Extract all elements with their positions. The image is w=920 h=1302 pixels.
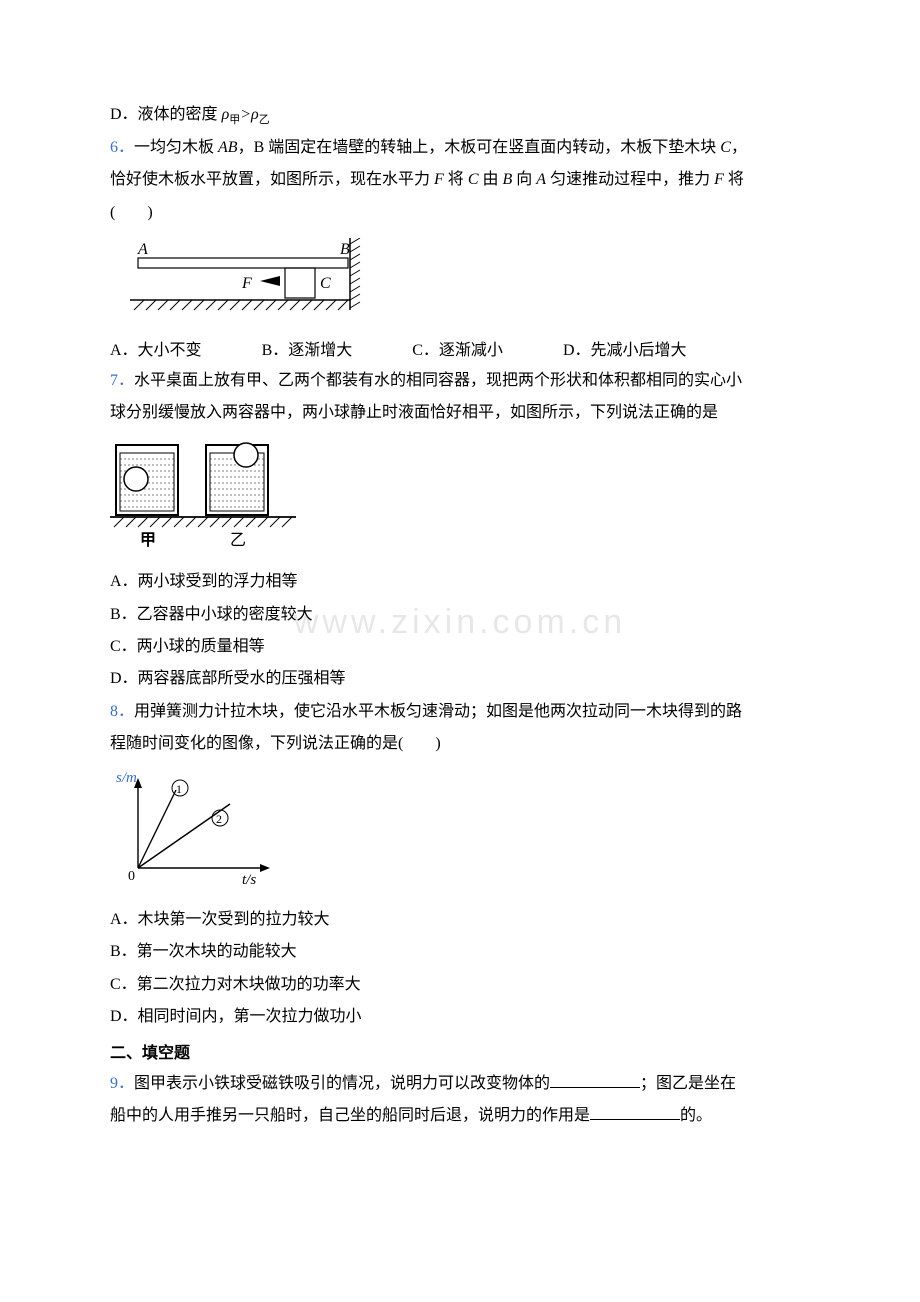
q9-t1: 图甲表示小铁球受磁铁吸引的情况，说明力可以改变物体的 (134, 1075, 550, 1092)
rho2: ρ (251, 106, 259, 123)
q6-t4: 恰好使木板水平放置，如图所示，现在水平力 (110, 171, 434, 188)
q9-t4: 的。 (680, 1107, 712, 1124)
q6-options: A．大小不变 B．逐渐增大 C．逐渐减小 D．先减小后增大 (110, 336, 810, 366)
xlabel: t/s (242, 872, 256, 888)
q6-optB: B．逐渐增大 (262, 336, 353, 366)
fig-C: C (320, 275, 331, 292)
q6-b1: B (503, 171, 513, 188)
q6-t8: 匀速推动过程中，推力 (546, 171, 714, 188)
q6-t5: 将 (444, 171, 468, 188)
q6-optA: A．大小不变 (110, 336, 202, 366)
q8-optC: C．第二次拉力对木块做功的功率大 (110, 970, 810, 1000)
q9-blank1[interactable] (550, 1072, 640, 1088)
q6-optC: C．逐渐减小 (412, 336, 503, 366)
q9-blank2[interactable] (590, 1104, 680, 1120)
q9-line1: 9．图甲表示小铁球受磁铁吸引的情况，说明力可以改变物体的 ；图乙是坐在 (110, 1069, 810, 1099)
fig-A: A (137, 241, 148, 258)
q6-line2: 恰好使木板水平放置，如图所示，现在水平力 F 将 C 由 B 向 A 匀速推动过… (110, 165, 810, 195)
q8-figure: s/m t/s 0 1 2 (114, 768, 810, 899)
q8-line2: 程随时间变化的图像，下列说法正确的是( ) (110, 729, 810, 759)
ylabel: s/m (116, 770, 137, 786)
q7-optB: B．乙容器中小球的密度较大 (110, 600, 810, 630)
q8-number: 8． (110, 703, 134, 720)
q8-optB: B．第一次木块的动能较大 (110, 937, 810, 967)
q7-line1: 7．水平桌面上放有甲、乙两个都装有水的相同容器，现把两个形状和体积都相同的实心小 (110, 366, 810, 396)
q7-optA: A．两小球受到的浮力相等 (110, 567, 810, 597)
q6-c2: C (468, 171, 479, 188)
q6-figure: A B C F (130, 238, 810, 329)
q8-optA: A．木块第一次受到的拉力较大 (110, 905, 810, 935)
q6-t2: ，B 端固定在墙壁的转轴上，木板可在竖直面内转动，木板下垫木块 (238, 139, 721, 156)
q9-t2: ；图乙是坐在 (640, 1075, 736, 1092)
q6-t7: 向 (512, 171, 536, 188)
fig-yi: 乙 (230, 532, 246, 549)
q6-f1: F (434, 171, 444, 188)
section-2-header: 二、填空题 (110, 1039, 810, 1069)
q6-t1: 一均匀木板 (134, 139, 218, 156)
q5-d-prefix: D．液体的密度 (110, 106, 218, 123)
q6-ab: AB (218, 139, 238, 156)
rho1-sub: 甲 (229, 114, 240, 126)
q8-optD: D．相同时间内，第一次拉力做功小 (110, 1002, 810, 1032)
q6-line1: 6．一均匀木板 AB，B 端固定在墙壁的转轴上，木板可在竖直面内转动，木板下垫木… (110, 133, 810, 163)
q6-c1: C (720, 139, 731, 156)
q5-option-d: D．液体的密度 ρ甲>ρ乙 (110, 100, 810, 131)
rho2-sub: 乙 (259, 114, 270, 126)
fig-B: B (340, 241, 350, 258)
q9-line2: 船中的人用手推另一只船时，自己坐的船同时后退，说明力的作用是 的。 (110, 1101, 810, 1131)
q7-line2: 球分别缓慢放入两容器中，两小球静止时液面恰好相平，如图所示，下列说法正确的是 (110, 398, 810, 428)
q6-t9: 将 (724, 171, 744, 188)
circled-1: 1 (176, 782, 182, 796)
origin: 0 (128, 869, 135, 884)
q7-t1: 水平桌面上放有甲、乙两个都装有水的相同容器，现把两个形状和体积都相同的实心小 (134, 372, 742, 389)
q6-f2: F (714, 171, 724, 188)
q7-figure: 甲 乙 (110, 437, 810, 563)
fig-F: F (241, 275, 252, 292)
arrow-icon (260, 276, 280, 286)
q6-a1: A (536, 171, 546, 188)
q7-optD: D．两容器底部所受水的压强相等 (110, 664, 810, 694)
q6-number: 6． (110, 139, 134, 156)
q6-t6: 由 (478, 171, 502, 188)
q8-t1: 用弹簧测力计拉木块，使它沿水平木板匀速滑动；如图是他两次拉动同一木块得到的路 (134, 703, 742, 720)
gt: > (240, 106, 251, 123)
fig-jia: 甲 (140, 531, 156, 549)
q7-number: 7． (110, 372, 134, 389)
q7-optC: C．两小球的质量相等 (110, 632, 810, 662)
q6-t3: ， (731, 139, 747, 156)
q8-line1: 8．用弹簧测力计拉木块，使它沿水平木板匀速滑动；如图是他两次拉动同一木块得到的路 (110, 697, 810, 727)
q6-paren: ( ) (110, 198, 810, 228)
q9-t3: 船中的人用手推另一只船时，自己坐的船同时后退，说明力的作用是 (110, 1107, 590, 1124)
q6-optD: D．先减小后增大 (563, 336, 687, 366)
circled-2: 2 (216, 812, 222, 826)
q9-number: 9． (110, 1075, 134, 1092)
